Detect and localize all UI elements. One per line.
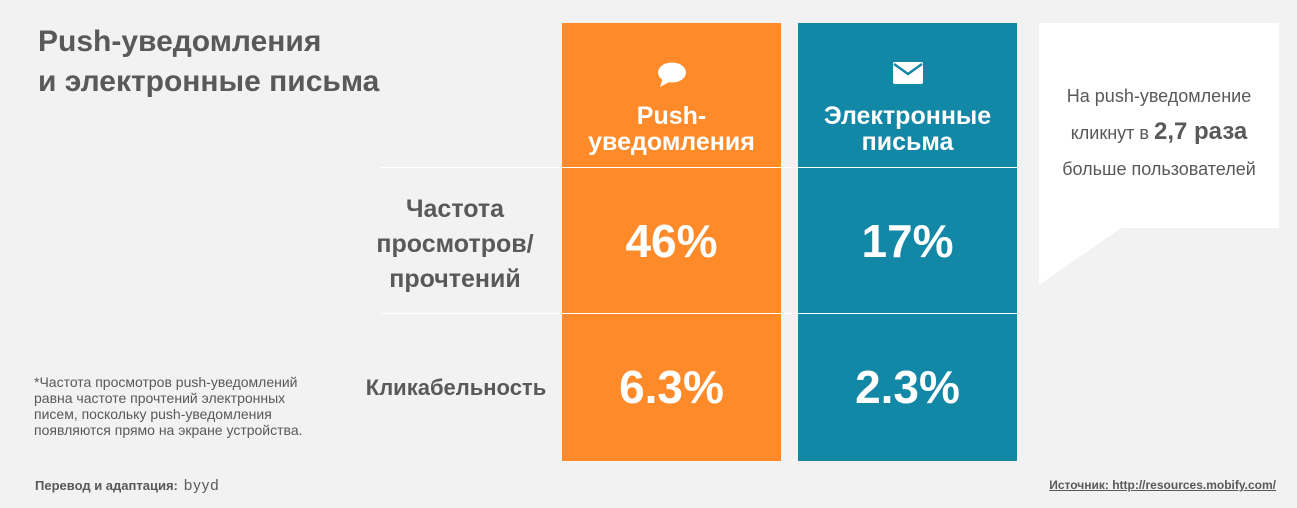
push-column-title: Push- уведомления xyxy=(562,103,781,155)
credit-label: Перевод и адаптация: xyxy=(35,478,178,493)
title-line-2: и электронные письма xyxy=(38,65,380,98)
callout-highlight: 2,7 раза xyxy=(1153,118,1248,145)
title-line-1: Push-уведомления xyxy=(38,25,322,58)
push-column-title-line-1: Push- xyxy=(636,102,707,130)
callout-box: На push-уведомление кликнут в 2,7 раза б… xyxy=(1039,23,1279,285)
callout-line-3: больше пользователей xyxy=(1062,159,1256,179)
callout-line-2: кликнут в 2,7 раза xyxy=(1039,114,1279,151)
push-view-rate-value: 46% xyxy=(625,215,718,267)
source-link[interactable]: Источник: http://resources.mobify.com/ xyxy=(1049,478,1276,492)
callout-text: На push-уведомление кликнут в 2,7 раза б… xyxy=(1039,78,1279,187)
footnote-line-2: равна частоте прочтений электронных xyxy=(34,390,286,406)
email-click-rate-value: 2.3% xyxy=(855,361,960,413)
row-label-click-rate: Кликабельность xyxy=(365,375,547,400)
footnote-line-4: появляются прямо на экране устройства. xyxy=(34,422,303,438)
callout-line-1: На push-уведомление xyxy=(1066,86,1252,106)
callout-line-2-prefix: кликнут в xyxy=(1070,123,1154,143)
row-divider xyxy=(380,313,1017,314)
push-column: Push- уведомления 46% 6.3% xyxy=(562,23,781,461)
callout-bubble-shape xyxy=(1039,23,1279,285)
email-column-title-line-1: Электронные xyxy=(823,102,992,130)
email-column-title-line-2: письма xyxy=(861,128,954,156)
push-column-title-line-2: уведомления xyxy=(588,128,755,156)
header-row-divider xyxy=(380,167,1017,168)
email-column-title: Электронные письма xyxy=(798,103,1017,155)
email-column-header: Электронные письма xyxy=(798,23,1017,168)
envelope-icon xyxy=(892,61,924,90)
push-column-header: Push- уведомления xyxy=(562,23,781,168)
row-label-view-rate-line-2: просмотров/ xyxy=(376,230,534,258)
chat-bubble-icon xyxy=(656,61,688,94)
row-label-view-rate-line-3: прочтений xyxy=(389,265,521,293)
credit: Перевод и адаптация: byyd xyxy=(35,477,220,494)
email-column: Электронные письма 17% 2.3% xyxy=(798,23,1017,461)
footnote-line-1: *Частота просмотров push-уведомлений xyxy=(34,374,298,390)
row-label-view-rate-line-1: Частота xyxy=(405,195,505,223)
page-title: Push-уведомления и электронные письма xyxy=(38,22,458,102)
push-click-rate-value: 6.3% xyxy=(619,361,724,413)
byyd-logo: byyd xyxy=(183,477,220,494)
row-label-view-rate: Частота просмотров/ прочтений xyxy=(365,192,545,297)
footnote: *Частота просмотров push-уведомлений рав… xyxy=(34,374,354,438)
footnote-line-3: писем, поскольку push-уведомления xyxy=(34,406,272,422)
email-view-rate-value: 17% xyxy=(861,215,954,267)
